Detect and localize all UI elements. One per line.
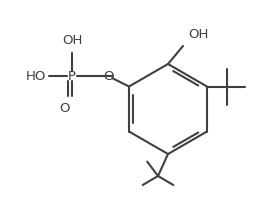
Text: O: O bbox=[103, 69, 113, 82]
Text: HO: HO bbox=[26, 69, 46, 82]
Text: OH: OH bbox=[188, 28, 208, 41]
Text: P: P bbox=[68, 69, 76, 82]
Text: OH: OH bbox=[62, 34, 82, 47]
Text: O: O bbox=[60, 102, 70, 115]
